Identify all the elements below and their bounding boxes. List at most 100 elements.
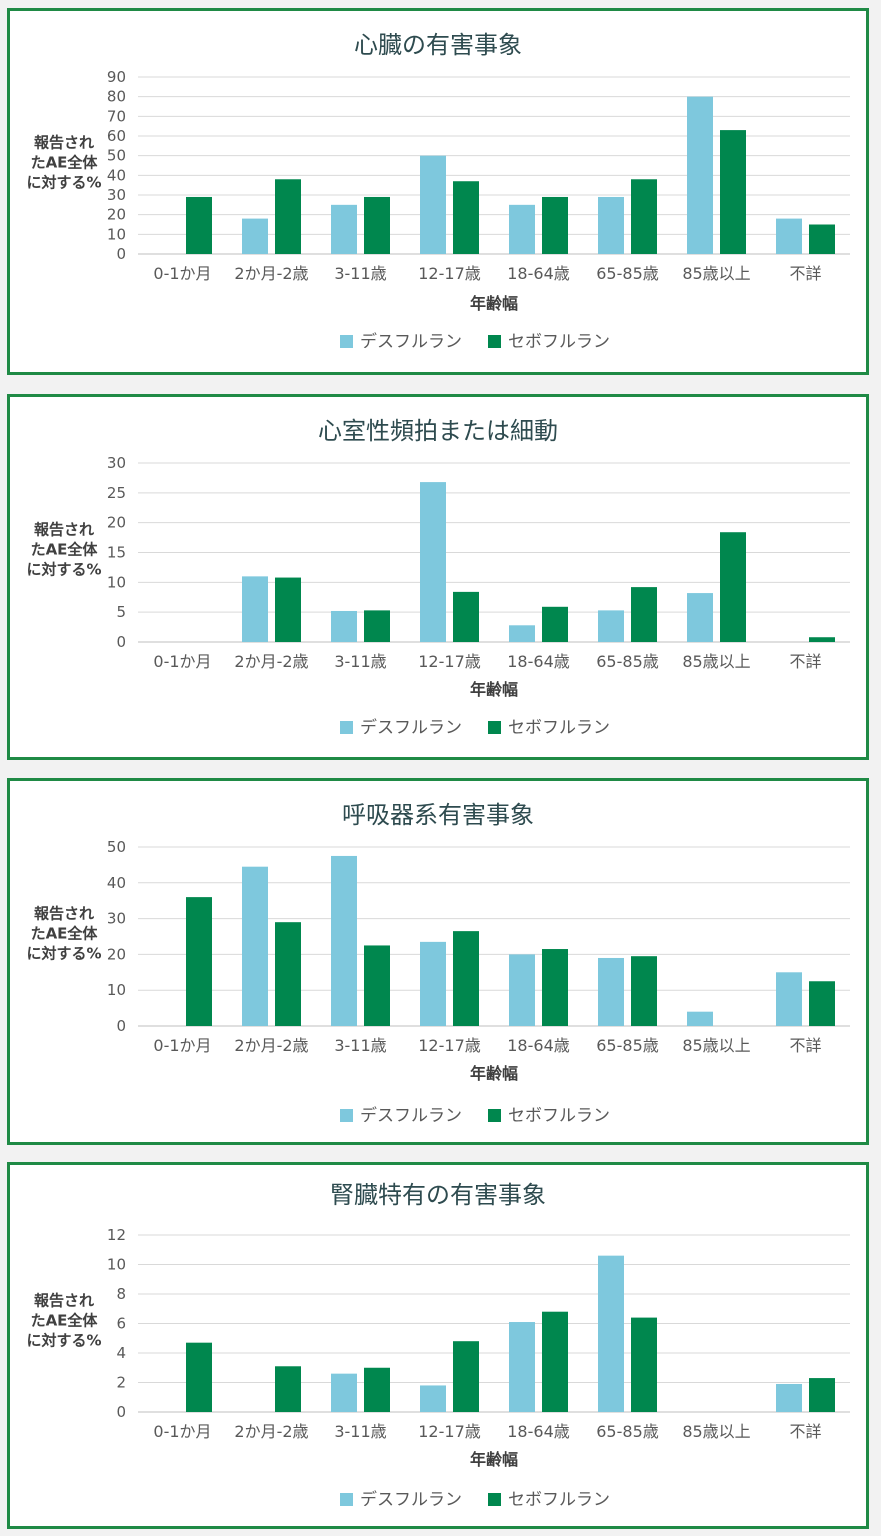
- y-axis-label: たAE全体: [31, 1312, 99, 1330]
- bar-desflurane-6: [598, 957, 624, 1026]
- legend-swatch: [488, 1493, 501, 1506]
- bar-sevoflurane-7: [720, 130, 746, 254]
- bar-sevoflurane-5: [542, 1311, 568, 1412]
- legend-label: セボフルラン: [508, 1490, 610, 1510]
- y-axis-label: 報告され: [34, 521, 94, 539]
- bar-desflurane-2: [242, 866, 268, 1026]
- y-axis-label: 報告され: [34, 905, 94, 923]
- x-tick-label: 0-1か月: [153, 652, 211, 671]
- y-tick-label: 10: [107, 573, 126, 591]
- y-tick-label: 80: [107, 88, 126, 106]
- y-tick-label: 30: [107, 910, 126, 928]
- bar-sevoflurane-1: [186, 897, 212, 1026]
- legend-swatch: [340, 335, 353, 348]
- bar-sevoflurane-4: [453, 931, 479, 1026]
- bar-desflurane-6: [598, 610, 624, 642]
- y-tick-label: 30: [107, 186, 126, 204]
- chart-panel-1: 心臓の有害事象 0 10 20 30 40 50 60 70 80 90 報告され たAE全体 に対する%…: [7, 8, 869, 375]
- y-tick-label: 25: [107, 484, 126, 502]
- y-tick-label: 10: [107, 225, 126, 243]
- y-tick-label: 15: [107, 544, 126, 562]
- y-tick-label: 50: [107, 147, 126, 165]
- bar-desflurane-6: [598, 196, 624, 254]
- x-tick-label: 65-85歳: [596, 1422, 659, 1441]
- legend-label: デスフルラン: [360, 1105, 462, 1126]
- y-tick-label: 90: [107, 68, 126, 86]
- y-tick-label: 8: [116, 1285, 126, 1303]
- chart-title: 心臓の有害事象: [354, 31, 522, 59]
- chart-panel-3: 呼吸器系有害事象 0 10 20 30 40 50 報告され たAE全体 に対する% 0-1か月 2か…: [7, 778, 869, 1145]
- x-tick-label: 65-85歳: [596, 652, 659, 671]
- legend-swatch: [488, 721, 501, 734]
- y-tick-label: 2: [116, 1374, 126, 1392]
- y-axis-label: 報告され: [34, 1292, 94, 1310]
- bar-sevoflurane-6: [631, 587, 657, 642]
- bar-sevoflurane-3: [364, 610, 390, 642]
- x-tick-label: 85歳以上: [682, 1422, 750, 1441]
- bar-desflurane-4: [420, 941, 446, 1026]
- y-tick-label: 60: [107, 127, 126, 145]
- bar-sevoflurane-1: [186, 1342, 212, 1412]
- x-tick-label: 3-11歳: [334, 1422, 386, 1441]
- bar-desflurane-7: [687, 96, 713, 255]
- x-axis-label: 年齢幅: [470, 680, 518, 699]
- bar-sevoflurane-4: [453, 1341, 479, 1412]
- x-tick-label: 不詳: [789, 264, 821, 283]
- bar-desflurane-2: [242, 576, 268, 642]
- x-tick-label: 3-11歳: [334, 652, 386, 671]
- bar-desflurane-7: [687, 1011, 713, 1026]
- bar-sevoflurane-6: [631, 179, 657, 254]
- y-axis-label: に対する%: [26, 174, 101, 192]
- x-tick-label: 12-17歳: [418, 1422, 481, 1441]
- bar-sevoflurane-5: [542, 196, 568, 254]
- y-axis-label: たAE全体: [31, 154, 99, 172]
- legend-label: セボフルラン: [508, 718, 610, 738]
- x-tick-label: 2か月-2歳: [234, 652, 308, 671]
- x-tick-label: 不詳: [789, 652, 821, 671]
- y-tick-label: 6: [116, 1315, 126, 1333]
- bar-sevoflurane-4: [453, 181, 479, 254]
- y-tick-label: 40: [107, 874, 126, 892]
- bar-sevoflurane-2: [275, 179, 301, 254]
- bar-sevoflurane-2: [275, 1366, 301, 1412]
- bar-desflurane-3: [331, 1373, 357, 1412]
- legend-swatch: [488, 1109, 501, 1122]
- legend-label: デスフルラン: [360, 331, 462, 352]
- x-tick-label: 0-1か月: [153, 264, 211, 283]
- chart-title: 呼吸器系有害事象: [342, 801, 534, 829]
- legend-label: デスフルラン: [360, 1489, 462, 1510]
- x-tick-label: 0-1か月: [153, 1036, 211, 1055]
- bar-desflurane-2: [242, 218, 268, 254]
- x-tick-label: 18-64歳: [507, 1036, 570, 1055]
- legend-swatch: [340, 721, 353, 734]
- y-tick-label: 0: [116, 245, 126, 263]
- bar-sevoflurane-1: [186, 196, 212, 254]
- x-tick-label: 85歳以上: [682, 264, 750, 283]
- y-tick-label: 0: [116, 1403, 126, 1421]
- y-tick-label: 40: [107, 166, 126, 184]
- x-tick-label: 85歳以上: [682, 652, 750, 671]
- y-tick-label: 30: [107, 454, 126, 472]
- y-tick-label: 0: [116, 633, 126, 651]
- bar-sevoflurane-5: [542, 949, 568, 1026]
- legend-label: セボフルラン: [508, 332, 610, 352]
- bar-desflurane-6: [598, 1255, 624, 1412]
- y-tick-label: 5: [116, 603, 126, 621]
- legend-swatch: [340, 1493, 353, 1506]
- legend-label: デスフルラン: [360, 717, 462, 738]
- x-tick-label: 3-11歳: [334, 264, 386, 283]
- y-tick-label: 20: [107, 206, 126, 224]
- y-axis-label: に対する%: [26, 1332, 101, 1350]
- y-axis-label: 報告され: [34, 134, 94, 152]
- legend-swatch: [488, 335, 501, 348]
- x-tick-label: 12-17歳: [418, 264, 481, 283]
- x-tick-label: 12-17歳: [418, 652, 481, 671]
- x-tick-label: 65-85歳: [596, 264, 659, 283]
- x-axis-label: 年齢幅: [470, 294, 518, 313]
- y-tick-label: 0: [116, 1017, 126, 1035]
